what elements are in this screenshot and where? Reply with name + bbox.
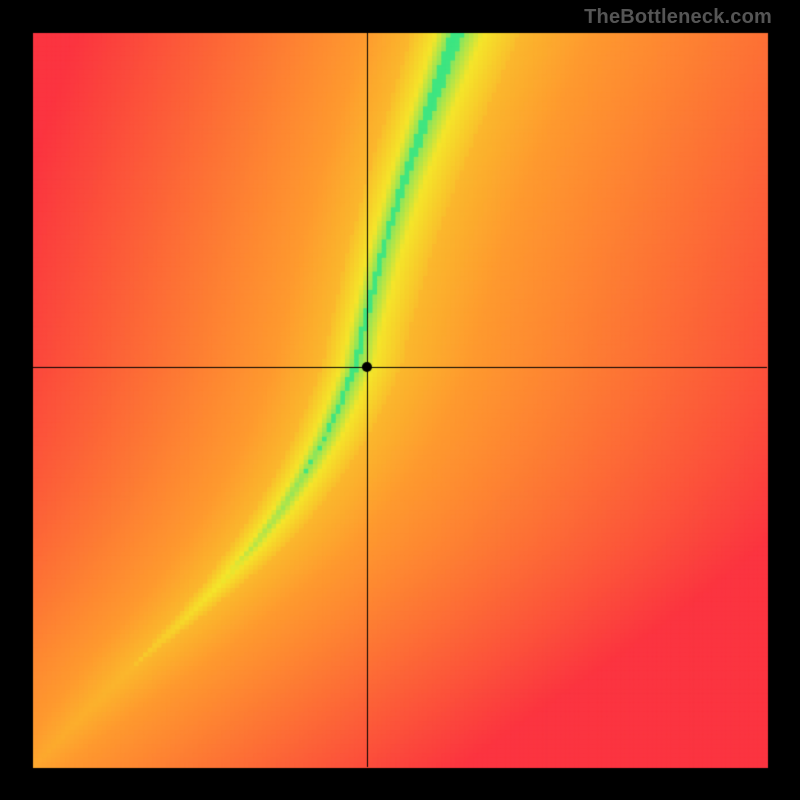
watermark-text: TheBottleneck.com bbox=[584, 6, 772, 29]
heatmap-canvas bbox=[0, 0, 800, 800]
chart-container: TheBottleneck.com bbox=[0, 0, 800, 800]
